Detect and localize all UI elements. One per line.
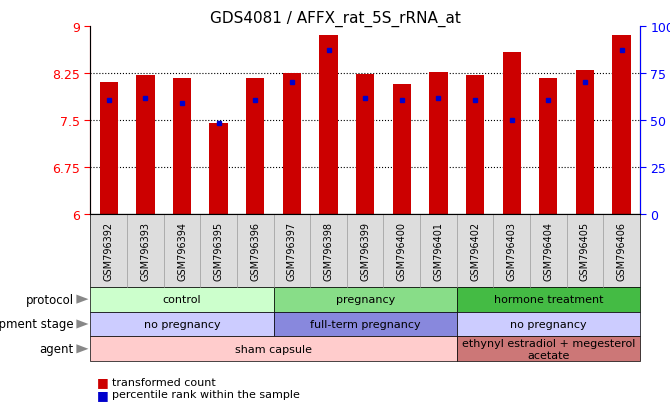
Text: GSM796400: GSM796400 [397,221,407,280]
Bar [576,71,594,215]
Text: no pregnancy: no pregnancy [510,319,587,329]
Bar [502,53,521,215]
Text: ■: ■ [97,388,109,401]
Text: no pregnancy: no pregnancy [143,319,220,329]
Bar [429,73,448,215]
Text: control: control [163,294,201,304]
Text: GSM796396: GSM796396 [251,221,260,280]
Text: agent: agent [40,342,74,356]
Text: GSM796395: GSM796395 [214,221,224,280]
Bar [173,79,191,215]
Text: GSM796404: GSM796404 [543,221,553,280]
Text: GSM796403: GSM796403 [507,221,517,280]
Text: GDS4081 / AFFX_rat_5S_rRNA_at: GDS4081 / AFFX_rat_5S_rRNA_at [210,10,460,26]
Bar [320,36,338,215]
Bar [466,76,484,215]
Text: GSM796401: GSM796401 [433,221,444,280]
Bar [100,83,118,215]
Text: GSM796393: GSM796393 [141,221,150,280]
Bar [246,79,265,215]
Text: GSM796398: GSM796398 [324,221,334,280]
Bar [356,74,375,215]
Bar [210,123,228,215]
Text: ethynyl estradiol + megesterol
acetate: ethynyl estradiol + megesterol acetate [462,338,635,360]
Text: ■: ■ [97,375,109,389]
Text: development stage: development stage [0,318,74,331]
Text: protocol: protocol [25,293,74,306]
Text: GSM796406: GSM796406 [616,221,626,280]
Bar [612,36,630,215]
Text: GSM796405: GSM796405 [580,221,590,280]
Bar [539,79,557,215]
Text: GSM796397: GSM796397 [287,221,297,280]
Text: pregnancy: pregnancy [336,294,395,304]
Text: GSM796394: GSM796394 [177,221,187,280]
Text: transformed count: transformed count [112,377,216,387]
Bar [283,74,301,215]
Text: hormone treatment: hormone treatment [494,294,603,304]
Text: GSM796402: GSM796402 [470,221,480,280]
Bar [393,85,411,215]
Text: sham capsule: sham capsule [235,344,312,354]
Text: GSM796392: GSM796392 [104,221,114,280]
Text: percentile rank within the sample: percentile rank within the sample [112,389,299,399]
Bar [136,76,155,215]
Text: GSM796399: GSM796399 [360,221,370,280]
Text: full-term pregnancy: full-term pregnancy [310,319,421,329]
